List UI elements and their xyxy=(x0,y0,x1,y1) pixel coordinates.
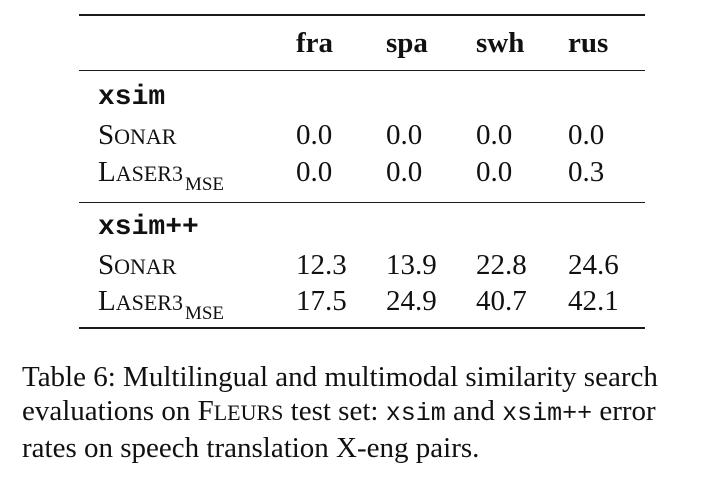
table-cell: 0.0 xyxy=(568,119,605,151)
table-cell: 17.5 xyxy=(296,285,347,317)
column-header-swh: swh xyxy=(476,27,525,59)
table-cell: 24.9 xyxy=(386,285,437,317)
table-cell: 12.3 xyxy=(296,249,347,281)
top-rule xyxy=(79,14,645,16)
column-header-spa: spa xyxy=(386,27,428,59)
table-cell: 0.3 xyxy=(568,156,605,188)
table-cell: 0.0 xyxy=(386,156,423,188)
table-cell: 40.7 xyxy=(476,285,527,317)
table-cell: 0.0 xyxy=(296,119,333,151)
row-label-laser3-mse: LASER3 MSE xyxy=(98,285,225,324)
table-cell: 22.8 xyxy=(476,249,527,281)
table-cell: 24.6 xyxy=(568,249,619,281)
bottom-rule xyxy=(79,327,645,329)
table-caption: Table 6: Multilingual and multimodal sim… xyxy=(22,361,658,464)
column-header-rus: rus xyxy=(568,27,609,59)
section-title-xsimpp: xsim++ xyxy=(98,212,199,243)
table-cell: 0.0 xyxy=(476,156,513,188)
row-label-sonar: SONAR xyxy=(98,249,177,281)
section-rule xyxy=(79,202,645,203)
table-cell: 0.0 xyxy=(296,156,333,188)
table-cell: 42.1 xyxy=(568,285,619,317)
row-label-laser3-mse: LASER3 MSE xyxy=(98,156,225,195)
table-cell: 0.0 xyxy=(476,119,513,151)
section-title-xsim: xsim xyxy=(98,82,166,113)
header-rule xyxy=(79,70,645,71)
table-cell: 0.0 xyxy=(386,119,423,151)
column-header-fra: fra xyxy=(296,27,334,59)
table-cell: 13.9 xyxy=(386,249,437,281)
row-label-sonar: SONAR xyxy=(98,119,177,151)
